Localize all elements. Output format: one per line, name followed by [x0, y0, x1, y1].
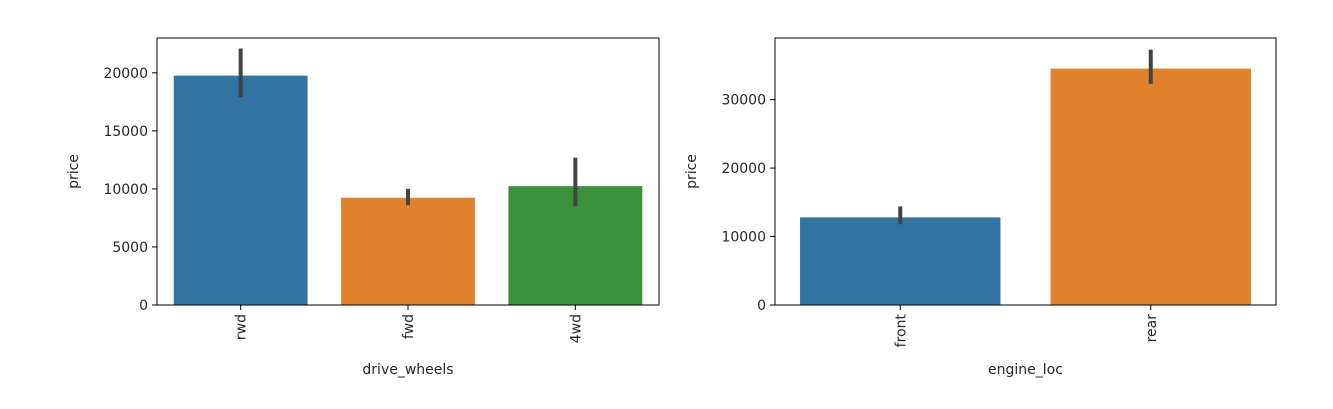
- y-tick-label: 0: [139, 298, 148, 314]
- y-axis-label: price: [684, 154, 700, 189]
- y-tick-label: 20000: [103, 66, 148, 82]
- x-axis-label: engine_loc: [988, 362, 1063, 378]
- x-tick-label-rwd: rwd: [234, 314, 250, 340]
- x-tick-label-front: front: [893, 313, 909, 347]
- y-tick-label: 10000: [721, 230, 766, 246]
- y-tick-label: 5000: [112, 240, 148, 256]
- bar-fwd: [341, 197, 475, 305]
- engine-loc-chart: 0 10000 20000 30000 front rear engine_loc price: [684, 37, 1277, 378]
- y-tick-label: 15000: [103, 124, 148, 140]
- y-tick-label: 30000: [721, 93, 766, 109]
- y-tick-label: 0: [757, 298, 766, 314]
- x-tick-label-4wd: 4wd: [568, 314, 584, 343]
- x-tick-label-rear: rear: [1144, 314, 1160, 343]
- drive-wheels-chart: 0 5000 10000 15000 20000 rwd fwd 4wd drive_wheel…: [66, 37, 660, 378]
- bar-front: [800, 217, 1001, 305]
- y-axis-label: price: [66, 154, 82, 189]
- y-tick-label: 20000: [721, 161, 766, 177]
- bar-rwd: [173, 75, 308, 305]
- x-tick-label-fwd: fwd: [401, 314, 417, 339]
- axes-frame: [774, 37, 1277, 306]
- x-axis-label: drive_wheels: [362, 362, 453, 378]
- bar-rear: [1050, 68, 1251, 305]
- y-tick-label: 10000: [103, 182, 148, 198]
